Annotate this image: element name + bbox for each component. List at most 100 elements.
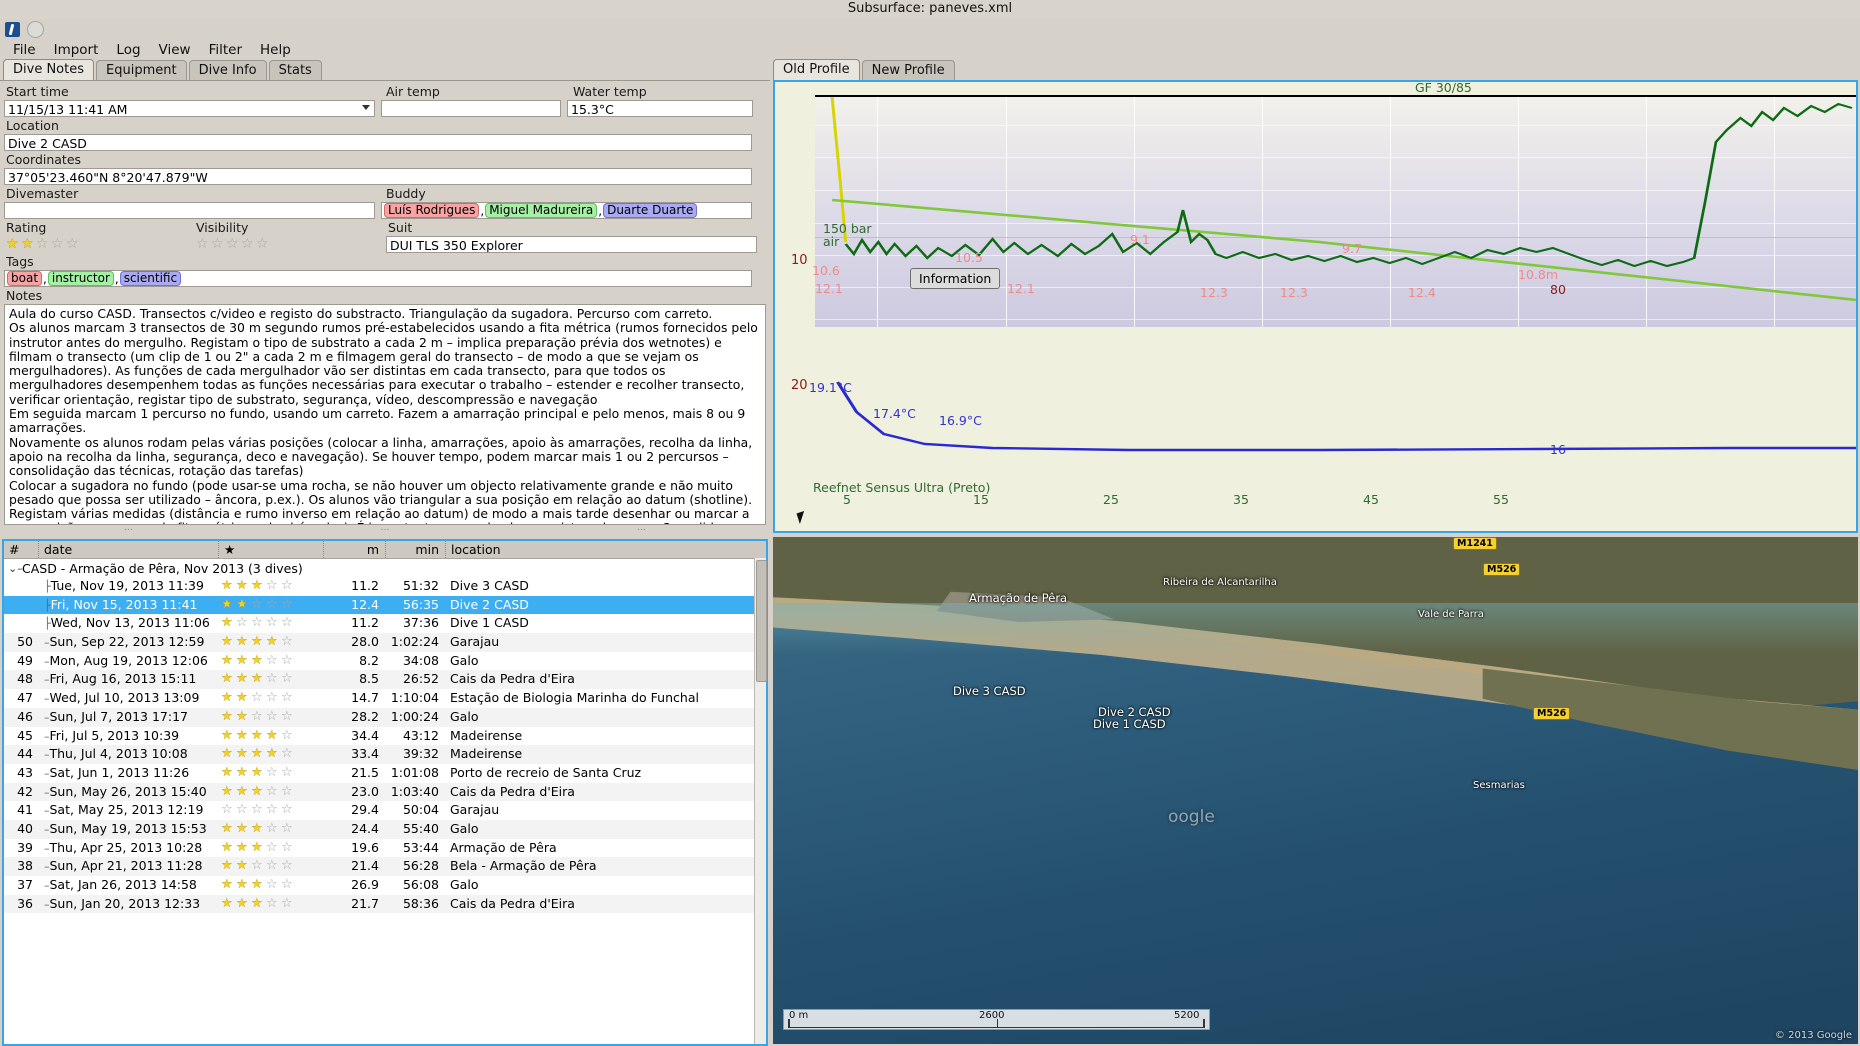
dive-list-row[interactable]: 48 –Fri, Aug 16, 2013 15:11 ★ ★ ★ ☆ ☆ 8.5 26:52 C… <box>4 670 766 690</box>
dive-list-row[interactable]: ├Fri, Nov 15, 2013 11:41 ★ ★ ☆ ☆ ☆ 12.4 56:35 Di… <box>4 595 766 615</box>
menu-item-filter[interactable]: Filter <box>208 41 243 58</box>
road-badge[interactable]: M526 <box>1533 707 1571 720</box>
suit-input[interactable]: DUI TLS 350 Explorer <box>386 236 757 253</box>
column-header-date[interactable]: date <box>38 541 218 558</box>
star-empty-2[interactable]: ☆ <box>211 236 224 252</box>
star-empty-1[interactable]: ☆ <box>196 236 209 252</box>
star-empty-5[interactable]: ☆ <box>66 236 79 252</box>
menu-item-file[interactable]: File <box>13 41 36 58</box>
tree-leaf-icon: – <box>44 710 50 724</box>
dive-depth: 24.4 <box>351 820 379 836</box>
tab-dive-notes[interactable]: Dive Notes <box>3 59 94 80</box>
globe-icon[interactable] <box>27 20 44 38</box>
visibility-stars[interactable]: ☆ ☆ ☆ ☆ ☆ <box>194 237 386 252</box>
menu-item-log[interactable]: Log <box>116 41 141 58</box>
dive-location: Garajau <box>450 802 500 818</box>
dive-group-header[interactable]: ⌄– CASD - Armação de Pêra, Nov 2013 (3 di… <box>4 559 766 577</box>
menu-bar[interactable]: File Import Log View Filter Help <box>0 39 1860 60</box>
buddy-chip-2[interactable]: Miguel Madureira <box>485 203 598 218</box>
dive-list-rows[interactable]: ⌄– CASD - Armação de Pêra, Nov 2013 (3 di… <box>4 559 766 1044</box>
tag-chip-2[interactable]: instructor <box>47 271 114 286</box>
dive-list-row[interactable]: 41 –Sat, May 25, 2013 12:19 ☆ ☆ ☆ ☆ ☆ 29.4 50:04… <box>4 801 766 820</box>
notes-textarea[interactable]: Aula do curso CASD. Transectos c/video e… <box>4 304 766 525</box>
splitter-handle-right[interactable]: … <box>637 523 647 533</box>
dive-list-row[interactable]: 42 –Sun, May 26, 2013 15:40 ★ ★ ★ ☆ ☆ 23.0 1:03:… <box>4 782 766 802</box>
tab-old-profile[interactable]: Old Profile <box>773 59 860 80</box>
scale-ticks <box>788 1019 1205 1028</box>
dive-duration: 1:03:40 <box>390 783 439 799</box>
dive-list[interactable]: # date ★ m min location ⌄– CASD - Armação… <box>2 539 768 1046</box>
tab-new-profile[interactable]: New Profile <box>861 60 955 80</box>
splitter-handle-mid[interactable]: … <box>380 523 390 533</box>
dive-date-text: Wed, Jul 10, 2013 13:09 <box>49 690 200 706</box>
column-header-rating[interactable]: ★ <box>218 541 323 558</box>
star-filled-1[interactable]: ★ <box>6 236 19 252</box>
water-temp-input[interactable]: 15.3°C <box>567 100 753 117</box>
column-header-number[interactable]: # <box>9 542 20 557</box>
chevron-down-icon[interactable] <box>362 105 370 110</box>
dive-list-scrollbar[interactable] <box>754 558 767 1044</box>
air-temp-input[interactable] <box>381 100 561 117</box>
dive-list-row[interactable]: 49 –Mon, Aug 19, 2013 12:06 ★ ★ ★ ☆ ☆ 8.2 34:08 G… <box>4 651 766 671</box>
coordinates-input[interactable]: 37°05'23.460"N 8°20'47.879"W <box>4 168 752 185</box>
tree-branch-icon: ├ <box>44 617 51 631</box>
tab-dive-info[interactable]: Dive Info <box>188 60 267 80</box>
star-empty-3[interactable]: ☆ <box>36 236 49 252</box>
location-input[interactable]: Dive 2 CASD <box>4 134 752 151</box>
dive-detail-tabs[interactable]: Dive Notes Equipment Dive Info Stats <box>0 59 770 80</box>
dive-list-row[interactable]: 43 –Sat, Jun 1, 2013 11:26 ★ ★ ★ ☆ ☆ 21.5 1:01:0… <box>4 763 766 783</box>
dive-profile-chart[interactable]: GF 30/85 150 bar air <box>773 80 1858 533</box>
splitter-handles[interactable]: … … … <box>0 523 770 533</box>
dive-list-row[interactable]: ├Wed, Nov 13, 2013 11:06 ★ ☆ ☆ ☆ ☆ 11.2 37:36 Di… <box>4 614 766 634</box>
dive-list-row[interactable]: 45 –Fri, Jul 5, 2013 10:39 ★ ★ ★ ★ ☆ 34.4 43:12 M… <box>4 726 766 746</box>
dive-list-row[interactable]: 50 –Sun, Sep 22, 2013 12:59 ★ ★ ★ ★ ☆ 28.0 1:02:… <box>4 633 766 652</box>
dive-list-row[interactable]: 36 –Sun, Jan 20, 2013 12:33 ★ ★ ★ ☆ ☆ 21.7 58:36… <box>4 894 766 914</box>
dive-list-row[interactable]: ├Tue, Nov 19, 2013 11:39 ★ ★ ★ ☆ ☆ 11.2 51:32 Di… <box>4 577 766 596</box>
column-header-location[interactable]: location <box>445 541 766 558</box>
buddy-input[interactable]: Luís Rodrigues, Miguel Madureira, Duarte… <box>381 202 752 219</box>
dive-list-row[interactable]: 37 –Sat, Jan 26, 2013 14:58 ★ ★ ★ ☆ ☆ 26.9 56:08… <box>4 876 766 895</box>
menu-item-help[interactable]: Help <box>260 41 291 58</box>
tab-equipment[interactable]: Equipment <box>96 60 187 80</box>
dive-list-row[interactable]: 39 –Thu, Apr 25, 2013 10:28 ★ ★ ★ ☆ ☆ 19.6 53:44… <box>4 838 766 858</box>
menu-item-import[interactable]: Import <box>53 41 99 58</box>
tags-input[interactable]: boat, instructor, scientific <box>4 270 752 287</box>
dive-list-row[interactable]: 47 –Wed, Jul 10, 2013 13:09 ★ ★ ☆ ☆ ☆ 14.7 1:10:… <box>4 689 766 708</box>
buddy-chip-1[interactable]: Luís Rodrigues <box>384 203 480 218</box>
column-header-duration[interactable]: min <box>385 541 445 558</box>
road-badge[interactable]: M526 <box>1483 563 1521 576</box>
information-button[interactable]: Information <box>910 268 1001 289</box>
star-empty-3[interactable]: ☆ <box>226 236 239 252</box>
tag-chip-1[interactable]: boat <box>7 271 43 286</box>
scale-start: 0 m <box>789 1010 809 1021</box>
dive-list-row[interactable]: 44 –Thu, Jul 4, 2013 10:08 ★ ★ ★ ★ ☆ 33.4 39:32 M… <box>4 745 766 764</box>
dive-list-header[interactable]: # date ★ m min location <box>4 541 766 559</box>
buddy-chip-3[interactable]: Duarte Duarte <box>603 203 698 218</box>
scrollbar-thumb[interactable] <box>756 560 767 682</box>
window-title: Subsurface: paneves.xml <box>847 1 1013 16</box>
expand-toggle-icon[interactable]: ⌄– <box>8 561 23 575</box>
profile-tabs[interactable]: Old Profile New Profile <box>770 59 1860 80</box>
splitter-handle-left[interactable]: … <box>123 523 133 533</box>
star-empty-5[interactable]: ☆ <box>256 236 269 252</box>
star-empty-4[interactable]: ☆ <box>241 236 254 252</box>
star-empty-4[interactable]: ☆ <box>51 236 64 252</box>
rating-stars[interactable]: ★ ★ ☆ ☆ ☆ <box>4 237 194 252</box>
gas-pressure-label: 150 bar <box>823 221 872 236</box>
dive-list-row[interactable]: 38 –Sun, Apr 21, 2013 11:28 ★ ★ ☆ ☆ ☆ 21.4 56:28… <box>4 857 766 876</box>
road-badge[interactable]: M1241 <box>1453 537 1497 550</box>
dive-depth: 14.7 <box>351 690 379 706</box>
star-filled-2[interactable]: ★ <box>21 236 34 252</box>
dive-list-row[interactable]: 46 –Sun, Jul 7, 2013 17:17 ★ ★ ☆ ☆ ☆ 28.2 1:00:2… <box>4 707 766 727</box>
dive-map[interactable]: oogle © 2013 Google Ribeira de Alcantari… <box>773 537 1858 1044</box>
menu-item-view[interactable]: View <box>158 41 191 58</box>
start-time-input[interactable]: 11/15/13 11:41 AM <box>4 100 375 117</box>
tag-chip-3[interactable]: scientific <box>119 271 182 286</box>
dive-depth: 8.2 <box>359 652 379 668</box>
column-header-depth[interactable]: m <box>323 541 385 558</box>
gas-type-label: air <box>823 234 840 249</box>
dive-number <box>4 577 38 596</box>
divemaster-input[interactable] <box>4 202 375 219</box>
dive-list-row[interactable]: 40 –Sun, May 19, 2013 15:53 ★ ★ ★ ☆ ☆ 24.4 55:40… <box>4 819 766 839</box>
tab-stats[interactable]: Stats <box>268 60 322 80</box>
